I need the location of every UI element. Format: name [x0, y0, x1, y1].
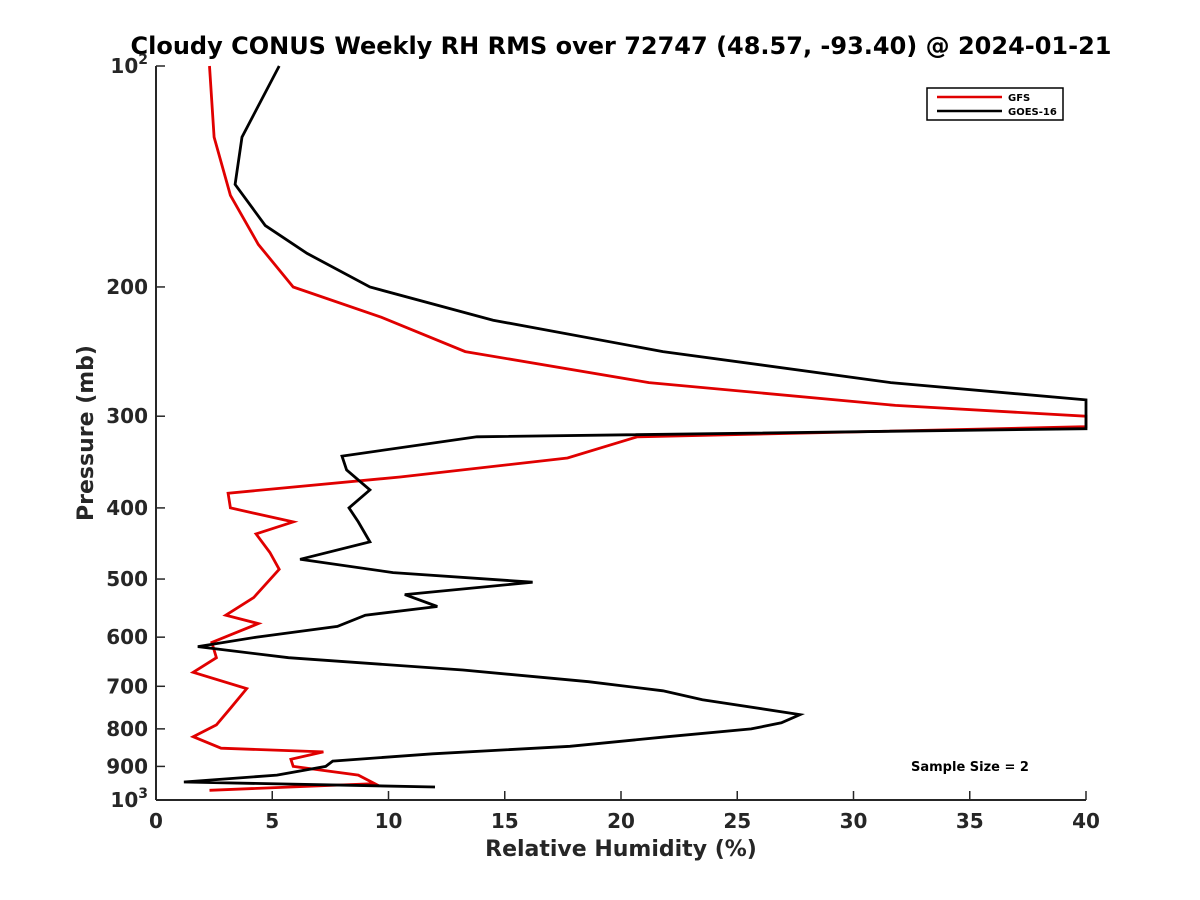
x-axis-label: Relative Humidity (%) — [485, 837, 757, 862]
y-tick-base: 500 — [106, 567, 148, 591]
y-tick-base: 10 — [110, 54, 138, 78]
x-tick-label: 35 — [956, 809, 984, 833]
y-tick-label: 900 — [106, 754, 148, 778]
plot-area — [156, 66, 1086, 800]
legend-label-goes16: GOES-16 — [1008, 107, 1057, 118]
y-tick-label: 400 — [106, 496, 148, 520]
legend-box — [926, 87, 1064, 121]
x-tick-label: 20 — [607, 809, 635, 833]
y-tick-exponent: 2 — [138, 52, 148, 68]
x-tick-label: 25 — [723, 809, 751, 833]
ticks-layer: 0 5 10 15 20 25 30 35 40102200300400500600700800… — [106, 52, 1100, 833]
x-tick-label: 40 — [1072, 809, 1100, 833]
series-line-gfs — [189, 65, 1088, 792]
y-tick-label: 700 — [106, 674, 148, 698]
sample-size-annotation: Sample Size = 2 — [911, 760, 1029, 775]
y-tick-base: 400 — [106, 496, 148, 520]
x-tick-label: 15 — [491, 809, 519, 833]
y-axis-label: Pressure (mb) — [74, 345, 99, 521]
y-tick-base: 300 — [106, 404, 148, 428]
x-tick-label: 5 — [265, 809, 279, 833]
x-tick-label: 10 — [375, 809, 403, 833]
series-layer — [183, 65, 1088, 792]
legend: GFS GOES-16 — [926, 87, 1064, 121]
y-tick-base: 800 — [106, 717, 148, 741]
x-tick-label: 30 — [840, 809, 868, 833]
legend-label-gfs: GFS — [1008, 93, 1030, 104]
y-tick-exponent: 3 — [138, 786, 148, 802]
y-tick-label: 500 — [106, 567, 148, 591]
y-tick-base: 600 — [106, 625, 148, 649]
y-tick-base: 200 — [106, 275, 148, 299]
y-tick-label: 102 — [110, 52, 148, 78]
y-tick-base: 900 — [106, 754, 148, 778]
x-tick-label: 0 — [149, 809, 163, 833]
y-tick-base: 10 — [110, 788, 138, 812]
chart-title: Cloudy CONUS Weekly RH RMS over 72747 (4… — [131, 32, 1112, 60]
y-tick-label: 200 — [106, 275, 148, 299]
y-tick-base: 700 — [106, 674, 148, 698]
y-tick-label: 300 — [106, 404, 148, 428]
y-tick-label: 103 — [110, 786, 148, 812]
series-line-goes16 — [183, 65, 1088, 789]
y-tick-label: 600 — [106, 625, 148, 649]
y-tick-label: 800 — [106, 717, 148, 741]
